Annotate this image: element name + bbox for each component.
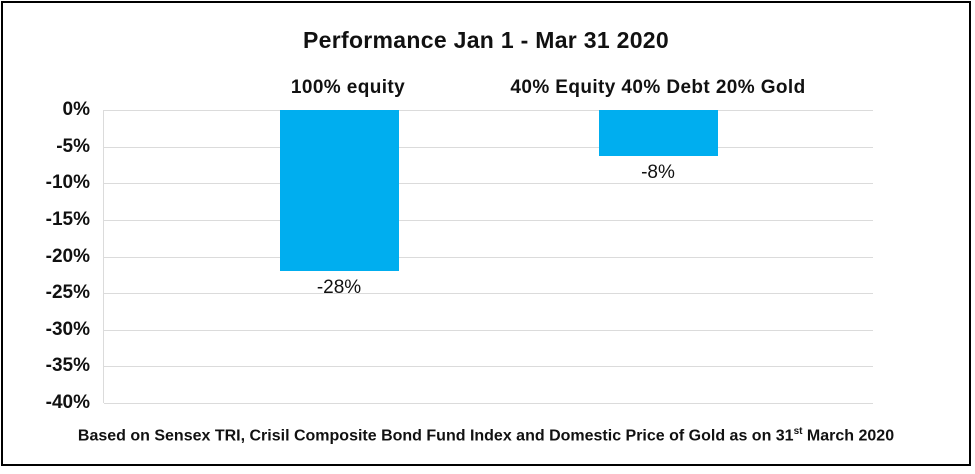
y-tick-label: 0% (62, 99, 90, 120)
gridline (104, 146, 873, 148)
gridline (104, 403, 873, 404)
y-tick-label: -15% (45, 208, 90, 230)
y-tick-label: -20% (45, 245, 90, 267)
footnote-superscript: st (793, 426, 803, 437)
gridline (104, 366, 873, 368)
y-tick-label: -10% (45, 172, 90, 194)
bar-value-label: -28% (316, 277, 362, 299)
bar-value-label: -8% (641, 162, 675, 184)
gridline (104, 329, 873, 331)
gridline (104, 183, 873, 185)
footnote-text: Based on Sensex TRI, Crisil Composite Bo… (77, 427, 794, 445)
y-tick-label: -25% (45, 282, 90, 304)
gridline (104, 293, 873, 295)
y-tick-label: -35% (45, 355, 90, 377)
gridline (104, 256, 873, 258)
footnote-text-suffix: March 2020 (802, 427, 895, 445)
chart-frame: Performance Jan 1 - Mar 31 2020 -28% -8% … (1, 1, 971, 466)
y-tick-label: -40% (45, 392, 90, 413)
bar-2 (598, 110, 718, 157)
category-label: 100% equity (290, 77, 406, 98)
chart-title: Performance Jan 1 - Mar 31 2020 (303, 27, 669, 53)
y-tick-label: -5% (56, 135, 90, 157)
gridline (104, 110, 873, 111)
footnote: Based on Sensex TRI, Crisil Composite Bo… (3, 426, 969, 445)
category-label: 40% Equity 40% Debt 20% Gold (510, 77, 806, 98)
bar-1 (279, 110, 399, 272)
y-tick-label: -30% (45, 318, 90, 340)
plot-area: -28% -8% (103, 110, 873, 404)
gridline (104, 219, 873, 221)
